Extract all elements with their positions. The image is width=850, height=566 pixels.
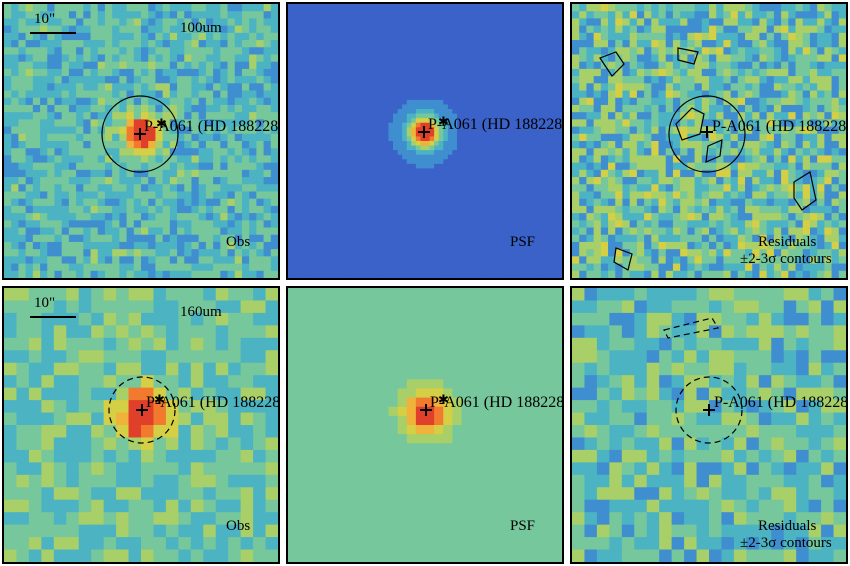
residual-map-160um xyxy=(572,288,846,562)
scale-bar xyxy=(30,32,76,34)
source-name: P-A061 (HD 188228) xyxy=(712,118,848,135)
psf-label: PSF xyxy=(510,234,536,250)
source-name: P-A061 (HD 188228) xyxy=(146,394,280,411)
scale-label: 10" xyxy=(34,295,56,311)
aperture-circle: ✱ xyxy=(108,376,176,444)
residual-label: Residuals xyxy=(758,234,817,250)
source-name: P-A061 (HD 188228) xyxy=(430,394,564,411)
source-name: P-A061 (HD 188228) xyxy=(144,118,280,135)
aperture-circle: ✱ xyxy=(101,95,179,173)
psf-panel-160um: ✱ P-A061 (HD 188228) PSF xyxy=(286,286,564,564)
residual-panel-160um: P-A061 (HD 188228) Residuals ±2-3σ conto… xyxy=(570,286,848,564)
source-name: P-A061 (HD 188228) xyxy=(428,116,564,133)
obs-panel-100um: 10" 100um ✱ P-A061 (HD 188228) Obs xyxy=(2,2,280,280)
residual-contours xyxy=(599,47,817,271)
obs-map-100um xyxy=(4,4,278,278)
scale-bar xyxy=(30,316,76,318)
residual-label: Residuals xyxy=(758,518,817,534)
residual-panel-100um: P-A061 (HD 188228) Residuals ±2-3σ conto… xyxy=(570,2,848,280)
contour-label: ±2-3σ contours xyxy=(740,251,832,267)
obs-map-160um xyxy=(4,288,278,562)
source-marker: ✱ xyxy=(420,392,449,416)
source-marker: ✱ xyxy=(418,114,449,138)
contour-label: ±2-3σ contours xyxy=(740,535,832,551)
psf-map-160um xyxy=(288,288,562,562)
band-label: 160um xyxy=(180,304,222,320)
source-name: P-A061 (HD 188228) xyxy=(714,394,848,411)
band-label: 100um xyxy=(180,20,222,36)
obs-panel-160um: 10" 160um ✱ P-A061 (HD 188228) Obs xyxy=(2,286,280,564)
svg-text:✱: ✱ xyxy=(156,116,167,131)
residual-contours xyxy=(663,317,743,444)
psf-map-100um xyxy=(288,4,562,278)
obs-label: Obs xyxy=(226,518,251,534)
psf-panel-100um: ✱ P-A061 (HD 188228) PSF xyxy=(286,2,564,280)
scale-label: 10" xyxy=(34,11,56,27)
residual-map-100um xyxy=(572,4,846,278)
psf-label: PSF xyxy=(510,518,536,534)
obs-label: Obs xyxy=(226,234,251,250)
